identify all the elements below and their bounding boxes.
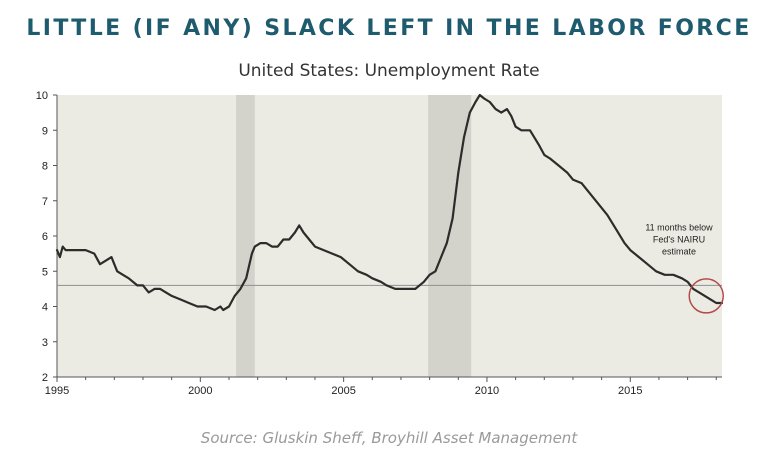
annotation-text: Fed's NAIRU: [653, 235, 705, 245]
annotation-text: 11 months below: [645, 223, 713, 233]
y-tick-label: 4: [42, 302, 48, 314]
unemployment-rate-line: [55, 93, 724, 312]
chart-subtitle: United States: Unemployment Rate: [238, 61, 540, 81]
x-tick-label: 2015: [618, 385, 642, 397]
x-tick-label: 2000: [188, 385, 212, 397]
source-note: Source: Gluskin Sheff, Broyhill Asset Ma…: [200, 429, 578, 447]
plot-area: [57, 95, 722, 377]
x-tick-label: 2005: [331, 385, 355, 397]
y-tick-label: 5: [42, 266, 48, 278]
x-tick-label: 1995: [45, 385, 69, 397]
chart-title: LITTLE (IF ANY) SLACK LEFT IN THE LABOR …: [26, 16, 752, 41]
y-tick-label: 6: [42, 231, 48, 243]
annotation-text: estimate: [662, 247, 696, 257]
y-tick-label: 7: [42, 196, 48, 208]
y-tick-label: 9: [42, 125, 48, 137]
y-tick-label: 3: [42, 337, 48, 349]
recession-band: [236, 95, 255, 377]
highlight-circle: [688, 278, 724, 314]
y-tick-label: 8: [42, 161, 48, 173]
x-tick-label: 2010: [475, 385, 499, 397]
y-tick-label: 10: [36, 90, 48, 102]
y-tick-label: 2: [42, 372, 48, 384]
